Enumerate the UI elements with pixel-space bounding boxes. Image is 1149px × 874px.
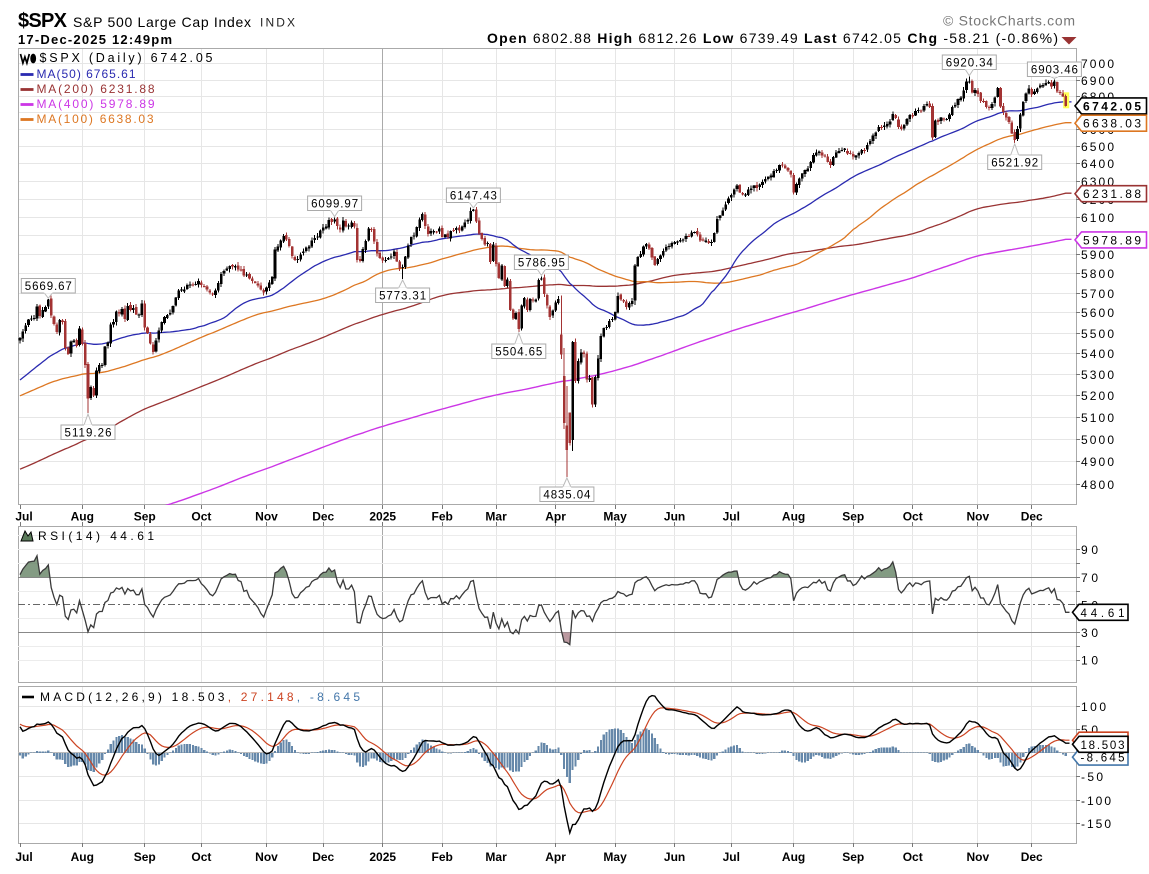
svg-text:6400: 6400 xyxy=(1081,157,1114,171)
svg-text:5786.95: 5786.95 xyxy=(518,258,565,270)
svg-text:44.61: 44.61 xyxy=(1081,608,1125,620)
svg-text:5504.65: 5504.65 xyxy=(495,347,542,359)
svg-text:5773.31: 5773.31 xyxy=(379,291,426,303)
svg-text:5300: 5300 xyxy=(1081,368,1114,382)
svg-text:$SPX: $SPX xyxy=(18,10,68,32)
svg-text:Jul: Jul xyxy=(15,510,32,524)
svg-text:-150: -150 xyxy=(1081,817,1111,831)
svg-text:7000: 7000 xyxy=(1081,57,1114,71)
svg-text:-8.645: -8.645 xyxy=(1081,753,1125,765)
svg-text:Jul: Jul xyxy=(15,850,32,864)
svg-text:© StockCharts.com: © StockCharts.com xyxy=(943,13,1075,29)
svg-text:Oct: Oct xyxy=(191,510,211,524)
svg-text:-50: -50 xyxy=(1081,770,1103,784)
svg-text:5978.89: 5978.89 xyxy=(1083,233,1141,247)
svg-text:Nov: Nov xyxy=(255,850,278,864)
svg-text:Apr: Apr xyxy=(545,850,566,864)
svg-text:5500: 5500 xyxy=(1081,327,1114,341)
svg-text:5700: 5700 xyxy=(1081,287,1114,301)
svg-text:18.503: 18.503 xyxy=(1081,740,1125,752)
svg-text:Aug: Aug xyxy=(71,850,94,864)
svg-text:S&P 500 Large Cap Index: S&P 500 Large Cap Index xyxy=(73,14,251,30)
svg-text:4900: 4900 xyxy=(1081,455,1114,469)
svg-text:6100: 6100 xyxy=(1081,211,1114,225)
svg-text:6638.03: 6638.03 xyxy=(1083,117,1141,131)
svg-text:Sep: Sep xyxy=(842,510,864,524)
svg-text:MA(200) 6231.88: MA(200) 6231.88 xyxy=(37,82,155,96)
svg-text:INDX: INDX xyxy=(260,16,295,30)
svg-text:Aug: Aug xyxy=(782,850,805,864)
svg-text:May: May xyxy=(603,510,627,524)
svg-text:Nov: Nov xyxy=(255,510,278,524)
svg-text:MA(50) 6765.61: MA(50) 6765.61 xyxy=(37,67,136,81)
svg-text:Apr: Apr xyxy=(545,510,566,524)
svg-text:5600: 5600 xyxy=(1081,306,1114,320)
svg-text:2025: 2025 xyxy=(369,850,396,864)
svg-text:5669.67: 5669.67 xyxy=(25,281,72,293)
svg-text:4800: 4800 xyxy=(1081,478,1114,492)
svg-text:Oct: Oct xyxy=(191,850,211,864)
svg-text:Aug: Aug xyxy=(71,510,94,524)
svg-text:Feb: Feb xyxy=(432,510,453,524)
svg-text:6500: 6500 xyxy=(1081,140,1114,154)
svg-text:Jul: Jul xyxy=(723,510,740,524)
svg-text:5200: 5200 xyxy=(1081,389,1114,403)
svg-text:6903.46: 6903.46 xyxy=(1031,65,1078,77)
svg-text:Oct: Oct xyxy=(903,510,923,524)
svg-text:5900: 5900 xyxy=(1081,248,1114,262)
svg-text:Feb: Feb xyxy=(432,850,453,864)
svg-text:Mar: Mar xyxy=(485,850,507,864)
svg-text:6099.97: 6099.97 xyxy=(311,199,358,211)
svg-text:Jun: Jun xyxy=(664,510,685,524)
svg-text:MA(100) 6638.03: MA(100) 6638.03 xyxy=(37,112,154,126)
svg-text:MA(400) 5978.89: MA(400) 5978.89 xyxy=(37,97,155,111)
svg-text:6521.92: 6521.92 xyxy=(991,158,1038,170)
svg-text:5800: 5800 xyxy=(1081,267,1114,281)
svg-text:Dec: Dec xyxy=(312,510,334,524)
svg-text:5000: 5000 xyxy=(1081,433,1114,447)
svg-text:Aug: Aug xyxy=(782,510,805,524)
svg-text:May: May xyxy=(603,850,627,864)
svg-text:4835.04: 4835.04 xyxy=(543,490,591,502)
svg-text:Oct: Oct xyxy=(903,850,923,864)
svg-text:Sep: Sep xyxy=(134,510,156,524)
svg-text:6920.34: 6920.34 xyxy=(946,58,994,70)
svg-text:Sep: Sep xyxy=(842,850,864,864)
svg-text:Nov: Nov xyxy=(966,510,989,524)
svg-text:Nov: Nov xyxy=(966,850,989,864)
svg-text:Sep: Sep xyxy=(134,850,156,864)
svg-text:6742.05: 6742.05 xyxy=(1083,99,1141,113)
svg-text:RSI(14) 44.61: RSI(14) 44.61 xyxy=(38,529,154,543)
svg-text:5119.26: 5119.26 xyxy=(65,428,112,440)
svg-text:Dec: Dec xyxy=(312,850,334,864)
svg-text:100: 100 xyxy=(1081,700,1106,714)
svg-text:5100: 5100 xyxy=(1081,411,1114,425)
svg-text:MACD(12,26,9) 18.503, 27.148,: MACD(12,26,9) 18.503, 27.148, -8.645 xyxy=(40,690,360,704)
svg-text:Jul: Jul xyxy=(723,850,740,864)
svg-text:Mar: Mar xyxy=(485,510,507,524)
svg-text:17-Dec-2025 12:49pm: 17-Dec-2025 12:49pm xyxy=(18,32,172,47)
svg-text:-100: -100 xyxy=(1081,794,1111,808)
svg-text:6900: 6900 xyxy=(1081,74,1114,88)
svg-text:6231.88: 6231.88 xyxy=(1083,187,1141,201)
svg-text:Dec: Dec xyxy=(1021,850,1043,864)
svg-text:Open 6802.88 High 6812.26 Low: Open 6802.88 High 6812.26 Low 6739.49 La… xyxy=(487,30,1058,46)
svg-text:6147.43: 6147.43 xyxy=(450,191,497,203)
svg-text:2025: 2025 xyxy=(369,510,396,524)
svg-text:Jun: Jun xyxy=(664,850,685,864)
svg-text:Dec: Dec xyxy=(1021,510,1043,524)
svg-text:5400: 5400 xyxy=(1081,347,1114,361)
